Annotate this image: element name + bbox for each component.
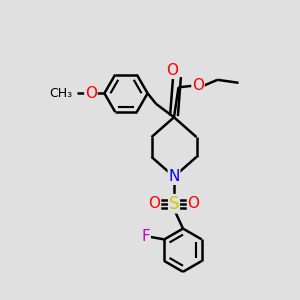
Text: F: F xyxy=(141,229,150,244)
Text: N: N xyxy=(168,169,180,184)
Text: CH₃: CH₃ xyxy=(49,87,72,100)
Text: O: O xyxy=(167,63,178,78)
Text: S: S xyxy=(169,195,179,213)
Text: O: O xyxy=(85,86,97,101)
Text: O: O xyxy=(148,196,160,211)
Text: O: O xyxy=(188,196,200,211)
Text: O: O xyxy=(192,78,204,93)
